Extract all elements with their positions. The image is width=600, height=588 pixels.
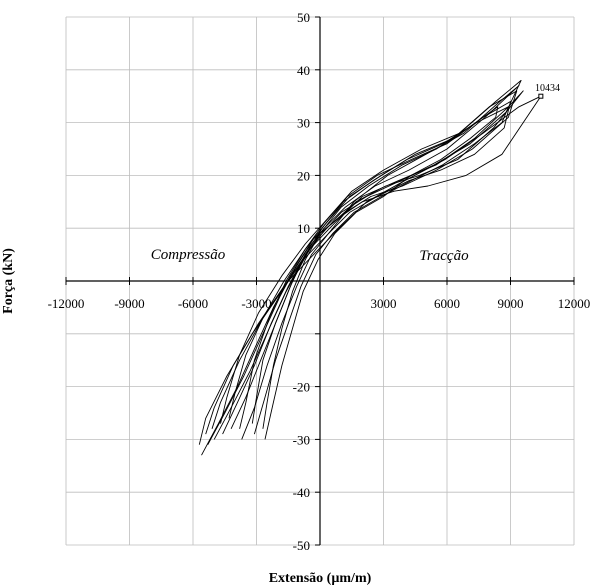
cycle-curve	[211, 95, 542, 440]
x-tick-label: 6000	[434, 296, 460, 311]
region-label-traction: Tracção	[419, 248, 469, 264]
x-tick-label: -9000	[114, 296, 144, 311]
axes	[65, 16, 575, 546]
y-tick-label: 30	[297, 116, 310, 131]
y-tick-label: -50	[293, 538, 310, 553]
y-tick-label: -30	[293, 432, 310, 447]
peak-marker	[538, 93, 544, 99]
tick-labels: -12000 -9000 -6000 -3000 3000 6000 9000 12000 -5…	[48, 10, 591, 553]
region-label-compression: Compressão	[151, 247, 226, 263]
x-axis-title: Extensão (µm/m)	[269, 571, 372, 586]
x-tick-label: -3000	[241, 296, 271, 311]
peak-label: 10434	[535, 83, 560, 94]
y-tick-label: -40	[293, 485, 310, 500]
y-tick-label: 20	[297, 168, 310, 183]
x-tick-label: 9000	[498, 296, 524, 311]
y-tick-label: -20	[293, 380, 310, 395]
y-tick-label: 10	[297, 221, 310, 236]
x-tick-label: -12000	[48, 296, 85, 311]
x-tick-label: -6000	[178, 296, 208, 311]
x-tick-label: 12000	[558, 296, 591, 311]
y-axis-title: Força (kN)	[1, 248, 16, 314]
y-tick-label: 50	[297, 10, 310, 25]
y-tick-label: 40	[297, 63, 310, 78]
cycle-curve	[262, 106, 499, 440]
x-tick-label: 3000	[371, 296, 397, 311]
